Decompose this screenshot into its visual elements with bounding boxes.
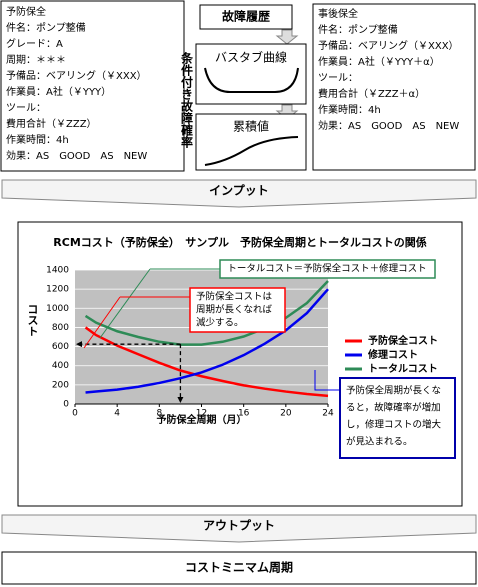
x-tick-label: 16 — [238, 409, 250, 419]
preventive-line: 費用合計（￥ZZZ） — [6, 117, 97, 130]
corrective-line: 費用合計（￥ZZZ＋α） — [318, 87, 425, 100]
callout — [314, 370, 340, 391]
y-tick-label: 600 — [52, 342, 69, 352]
bathtub-label: バスタブ曲線 — [215, 50, 287, 65]
annotation-text: 周期が長くなれば — [196, 304, 273, 316]
arrow — [275, 29, 299, 45]
cumulative-curve — [204, 136, 299, 166]
series-line — [85, 288, 329, 394]
corrective-line: 作業時間：4h — [318, 103, 381, 116]
bathtub-curve — [204, 67, 299, 93]
guide-head — [177, 397, 184, 403]
preventive-line: グレード：A — [6, 37, 63, 50]
preventive-line: 予備品：ベアリング（￥XXX） — [6, 69, 147, 82]
annotation-box — [339, 377, 456, 459]
series-line — [84, 326, 329, 398]
chart-title: RCMコスト（予防保全） サンプル 予防保全周期とトータルコストの関係 — [53, 235, 426, 249]
annotation-text: 予防保全コストは — [196, 291, 273, 303]
failure-title-box — [199, 4, 293, 30]
bathtub-box — [195, 43, 307, 105]
x-axis-label: 予防保全周期（月） — [157, 413, 247, 426]
y-tick-label: 200 — [52, 380, 69, 390]
annotation-text: ると，故障確率が増加 — [346, 402, 441, 414]
y-tick-label: 1400 — [46, 266, 69, 276]
preventive-line: 周期：＊＊＊ — [6, 54, 66, 66]
y-tick-label: 1000 — [46, 304, 69, 314]
annotation-text: 減少する。 — [196, 317, 244, 329]
preventive-box — [0, 0, 185, 172]
y-axis-label: コスト — [26, 304, 39, 337]
cumulative-box — [195, 113, 307, 171]
corrective-box — [312, 3, 476, 171]
legend-label: 予防保全コスト — [368, 334, 438, 347]
output-band — [1, 514, 477, 543]
x-tick-label: 12 — [196, 409, 207, 419]
preventive-line: 作業時間：4h — [6, 133, 69, 146]
preventive-line: 予防保全 — [6, 5, 46, 18]
vertical-label: 条件付き故障確率 — [180, 51, 194, 149]
result-label: コストミニマム周期 — [185, 560, 293, 575]
input-label: インプット — [209, 183, 269, 198]
legend-label: 修理コスト — [367, 348, 418, 361]
x-tick-label: 0 — [72, 409, 78, 419]
cumulative-label: 累積値 — [233, 119, 269, 134]
preventive-line: 効果：AS GOOD AS NEW — [6, 149, 147, 162]
failure-title: 故障履歴 — [222, 9, 270, 24]
input-band — [1, 179, 477, 208]
corrective-line: 効果：AS GOOD AS NEW — [318, 119, 459, 132]
y-tick-label: 400 — [52, 361, 69, 371]
x-tick-label: 24 — [322, 409, 334, 419]
guide-head — [76, 341, 82, 348]
x-tick-label: 4 — [114, 409, 120, 419]
y-tick-label: 1200 — [46, 285, 69, 295]
preventive-line: 作業員：A社（￥YYY） — [6, 85, 111, 98]
corrective-line: 予備品：ベアリング（￥XXX） — [318, 39, 459, 52]
callout — [99, 268, 151, 339]
annotation-text: し，修理コストの増大 — [346, 419, 442, 431]
result-box — [1, 551, 477, 585]
annotation-text: が見込まれる。 — [346, 436, 413, 448]
y-tick-label: 800 — [52, 323, 69, 333]
y-tick-label: 0 — [63, 400, 69, 410]
callout — [83, 296, 121, 349]
annotation-box — [219, 259, 436, 279]
x-tick-label: 8 — [156, 409, 162, 419]
preventive-line: 件名：ポンプ整備 — [6, 21, 86, 34]
annotation-box — [189, 287, 286, 333]
annotation-text: 予防保全周期が長くな — [346, 385, 441, 397]
corrective-line: 作業員：A社（￥YYY＋α） — [318, 55, 440, 68]
series-line — [84, 280, 329, 346]
corrective-line: ツール： — [318, 73, 358, 84]
x-tick-label: 20 — [280, 409, 292, 419]
corrective-line: 件名：ポンプ整備 — [318, 23, 398, 36]
output-label: アウトプット — [203, 518, 275, 533]
preventive-line: ツール： — [6, 103, 46, 114]
annotation-text: トータルコスト＝予防保全コスト＋修理コスト — [227, 263, 426, 275]
legend-label: トータルコスト — [368, 363, 438, 375]
corrective-line: 事後保全 — [318, 7, 358, 20]
